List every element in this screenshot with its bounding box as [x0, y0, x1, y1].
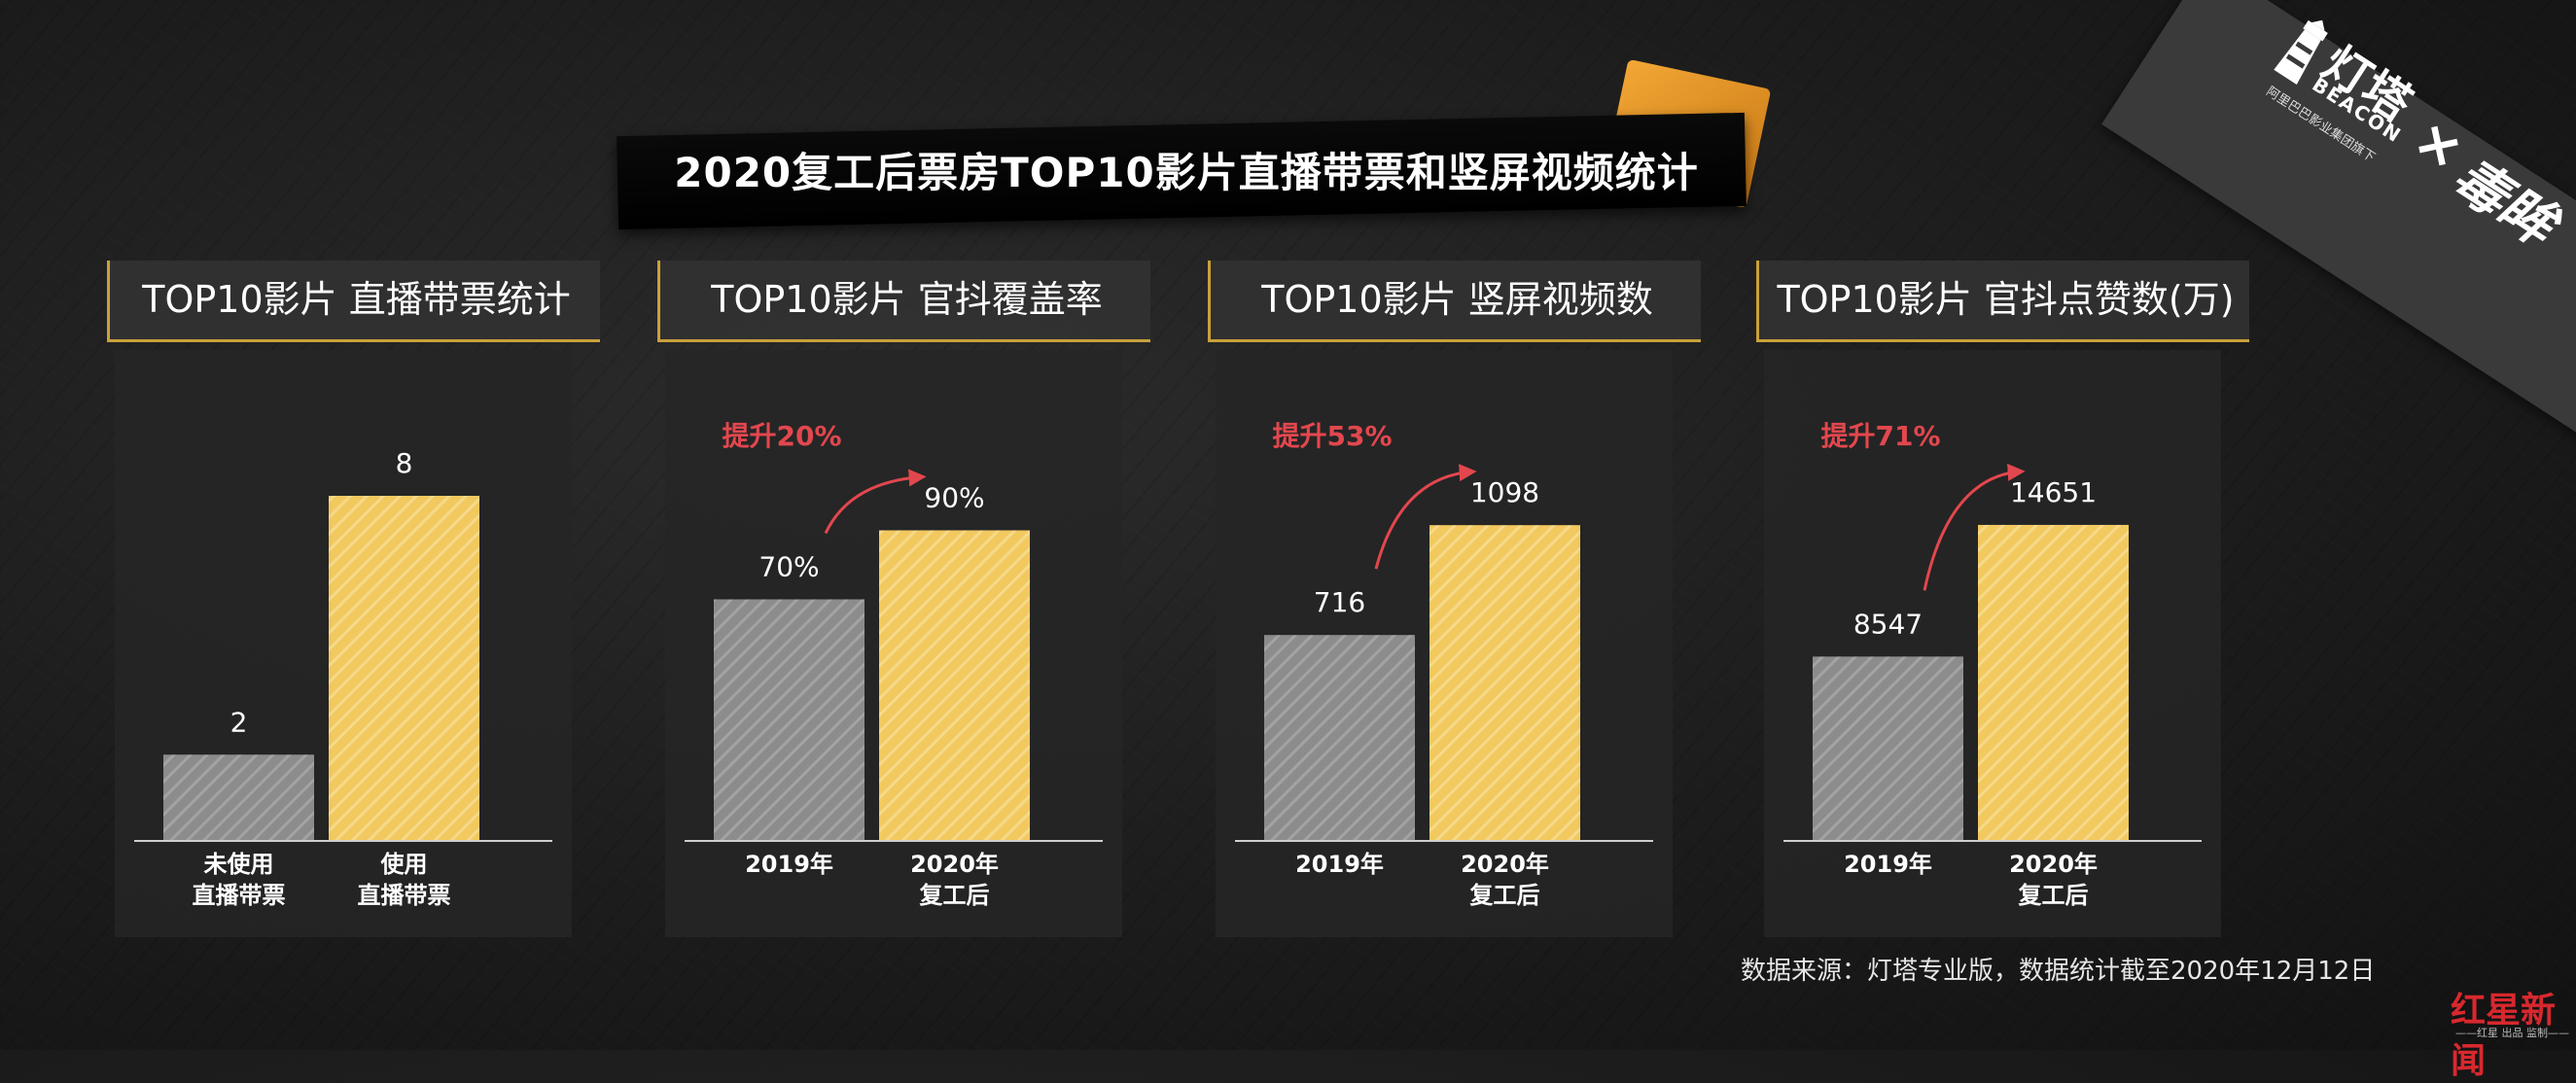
- watermark-sub: ——红星 出品 监制——: [2455, 1027, 2569, 1039]
- chart-panel-2: TOP10影片 官抖覆盖率 70% 2019年 90% 2020年复工后 提升20%: [657, 261, 1150, 941]
- data-label: 70%: [759, 551, 819, 583]
- increase-label: 提升53%: [1272, 420, 1392, 452]
- increase-arrow-icon: [824, 469, 927, 535]
- panel-body: 716 2019年 1098 2020年复工后 提升53%: [1216, 350, 1673, 937]
- data-label: 1098: [1470, 476, 1539, 508]
- main-title: 2020复工后票房TOP10影片直播带票和竖屏视频统计: [674, 149, 1699, 196]
- category-label: 2019年: [1844, 851, 1932, 878]
- bar-chart-3: 716 2019年 1098 2020年复工后 提升53%: [1235, 420, 1653, 909]
- category-label: 2020年复工后: [910, 851, 999, 909]
- panel-body: 70% 2019年 90% 2020年复工后 提升20%: [665, 350, 1122, 937]
- panel-title: TOP10影片 官抖覆盖率: [711, 278, 1103, 321]
- panel-header: TOP10影片 官抖点赞数(万): [1756, 261, 2249, 342]
- data-label: 716: [1314, 586, 1365, 618]
- category-label: 未使用直播带票: [193, 851, 286, 909]
- increase-label: 提升20%: [722, 420, 841, 452]
- category-label: 2020年复工后: [2009, 851, 2098, 909]
- bar-after: [1978, 524, 2129, 841]
- bar-before: [1264, 635, 1415, 841]
- chart-panel-3: TOP10影片 竖屏视频数 716 2019年 1098 2020年复工后 提升53%: [1208, 261, 1701, 941]
- data-label: 8547: [1853, 608, 1923, 640]
- bar-chart-1: 2 未使用直播带票 8 使用直播带票: [134, 447, 552, 909]
- category-label: 2019年: [745, 851, 833, 878]
- panel-body: 2 未使用直播带票 8 使用直播带票: [115, 350, 572, 937]
- data-label: 90%: [924, 482, 984, 514]
- panel-header: TOP10影片 竖屏视频数: [1208, 261, 1701, 342]
- chart-panel-4: TOP10影片 官抖点赞数(万) 8547 2019年 14651 2020年复工后 提…: [1756, 261, 2249, 941]
- bar-after: [879, 530, 1030, 841]
- panel-title: TOP10影片 直播带票统计: [142, 278, 571, 321]
- category-label: 使用直播带票: [358, 851, 451, 909]
- panel-header: TOP10影片 直播带票统计: [107, 261, 600, 342]
- panel-header: TOP10影片 官抖覆盖率: [657, 261, 1150, 342]
- panel-body: 8547 2019年 14651 2020年复工后 提升71%: [1764, 350, 2221, 937]
- panel-title: TOP10影片 竖屏视频数: [1261, 278, 1653, 321]
- brand-logo: 灯塔 BEACON 阿里巴巴影业集团旗下 × 毒眸: [2193, 0, 2576, 334]
- increase-label: 提升71%: [1820, 420, 1940, 452]
- data-label: 2: [230, 706, 248, 738]
- bar-chart-2: 70% 2019年 90% 2020年复工后 提升20%: [685, 420, 1103, 909]
- bar-after: [1429, 525, 1580, 841]
- category-label: 2019年: [1295, 851, 1384, 878]
- chart-panel-1: TOP10影片 直播带票统计 2 未使用直播带票 8 使用直播带票: [107, 261, 600, 941]
- lighthouse-icon: [2274, 19, 2328, 86]
- source-footnote: 数据来源：灯塔专业版，数据统计截至2020年12月12日: [1741, 957, 2376, 986]
- increase-arrow-icon: [1923, 463, 2026, 591]
- data-label: 14651: [2010, 476, 2097, 508]
- increase-arrow-icon: [1374, 464, 1477, 570]
- category-label: 2020年复工后: [1461, 851, 1549, 909]
- bar-before: [714, 599, 865, 841]
- bar-before: [1813, 656, 1963, 841]
- bar-chart-4: 8547 2019年 14651 2020年复工后 提升71%: [1783, 420, 2202, 909]
- bar-before: [163, 754, 314, 841]
- panel-title: TOP10影片 官抖点赞数(万): [1777, 278, 2235, 321]
- bar-after: [329, 496, 479, 841]
- data-label: 8: [396, 447, 413, 479]
